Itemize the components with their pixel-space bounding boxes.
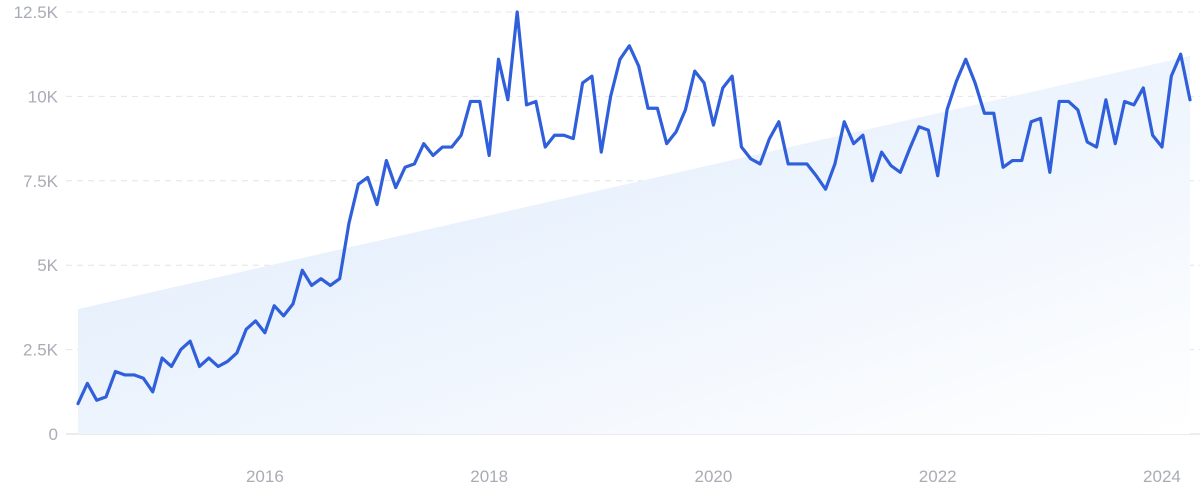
trend-fill <box>78 55 1190 434</box>
trend-area <box>78 55 1190 434</box>
x-tick-label: 2024 <box>1143 467 1181 486</box>
series-layer <box>76 10 1192 406</box>
series-line <box>76 10 1192 406</box>
y-axis: 0 2.5K 5K 7.5K 10K 12.5K <box>14 3 59 444</box>
y-tick-label: 0 <box>49 425 58 444</box>
y-tick-label: 7.5K <box>23 172 59 191</box>
x-tick-label: 2020 <box>695 467 733 486</box>
x-axis: 2016 2018 2020 2022 2024 <box>246 467 1181 486</box>
y-tick-label: 10K <box>28 87 59 106</box>
y-tick-label: 12.5K <box>14 3 59 22</box>
x-tick-label: 2022 <box>919 467 957 486</box>
y-tick-label: 2.5K <box>23 341 59 360</box>
y-tick-label: 5K <box>37 256 58 275</box>
x-tick-label: 2016 <box>246 467 284 486</box>
x-tick-label: 2018 <box>470 467 508 486</box>
